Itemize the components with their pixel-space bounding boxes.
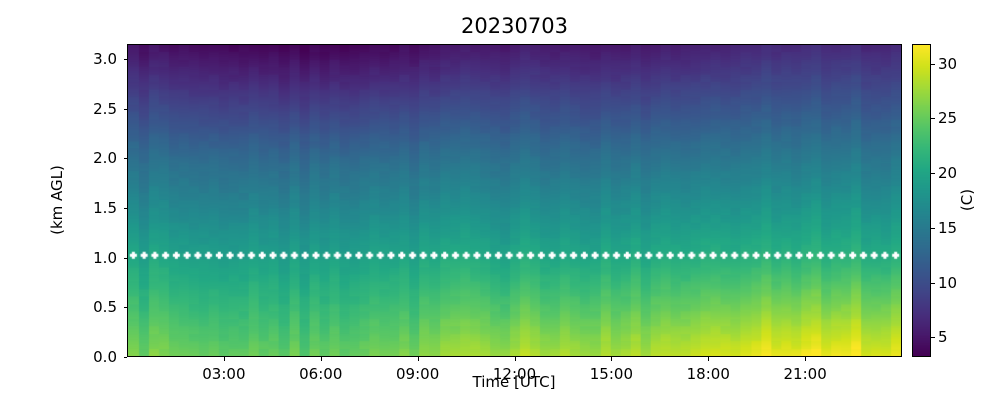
x-tick-mark xyxy=(708,357,710,361)
chart-title: 20230703 xyxy=(461,14,568,38)
y-tick-label: 3.0 xyxy=(93,49,117,68)
x-tick-label: 03:00 xyxy=(202,365,246,383)
x-tick-label: 06:00 xyxy=(299,365,343,383)
x-tick-mark xyxy=(223,357,225,361)
x-tick-label: 21:00 xyxy=(783,365,827,383)
x-tick-mark xyxy=(320,357,322,361)
colorbar-label: (C) xyxy=(958,188,976,212)
y-tick-mark xyxy=(123,257,127,259)
x-tick-label: 09:00 xyxy=(396,365,440,383)
colorbar-tick-mark xyxy=(931,227,935,229)
y-tick-label: 2.0 xyxy=(93,149,117,168)
colorbar-tick-label: 10 xyxy=(938,273,958,292)
y-tick-mark xyxy=(123,307,127,309)
colorbar-tick-mark xyxy=(931,118,935,120)
y-tick-mark xyxy=(123,207,127,209)
colorbar-tick-label: 20 xyxy=(938,164,958,183)
colorbar-tick-mark xyxy=(931,173,935,175)
x-tick-mark xyxy=(805,357,807,361)
x-tick-label: 12:00 xyxy=(492,365,537,383)
y-tick-label: 1.5 xyxy=(93,198,117,217)
y-tick-mark xyxy=(123,158,127,160)
x-axis-label: Time [UTC] xyxy=(472,373,556,391)
colorbar-tick-label: 5 xyxy=(938,328,948,347)
colorbar[interactable] xyxy=(912,44,931,357)
colorbar-tick-label: 25 xyxy=(938,109,958,128)
y-tick-label: 0.0 xyxy=(93,348,117,366)
y-axis-label: (km AGL) xyxy=(48,165,66,235)
x-tick-label: 15:00 xyxy=(589,365,633,383)
x-tick-mark xyxy=(514,357,516,361)
colorbar-tick-mark xyxy=(931,63,935,65)
y-tick-label: 0.5 xyxy=(93,298,117,317)
y-tick-label: 2.5 xyxy=(93,99,117,118)
y-tick-mark xyxy=(123,58,127,60)
colorbar-tick-label: 30 xyxy=(938,54,958,73)
y-tick-mark xyxy=(123,357,127,358)
x-tick-mark xyxy=(417,357,419,361)
x-tick-mark xyxy=(611,357,613,361)
heatmap-axes[interactable] xyxy=(127,44,902,357)
y-tick-mark xyxy=(123,108,127,110)
colorbar-gradient xyxy=(913,45,930,356)
heatmap-image xyxy=(128,45,901,356)
x-tick-label: 18:00 xyxy=(686,365,730,383)
colorbar-tick-mark xyxy=(931,337,935,339)
colorbar-tick-label: 15 xyxy=(938,218,958,237)
y-tick-label: 1.0 xyxy=(93,248,117,267)
colorbar-tick-mark xyxy=(931,282,935,284)
